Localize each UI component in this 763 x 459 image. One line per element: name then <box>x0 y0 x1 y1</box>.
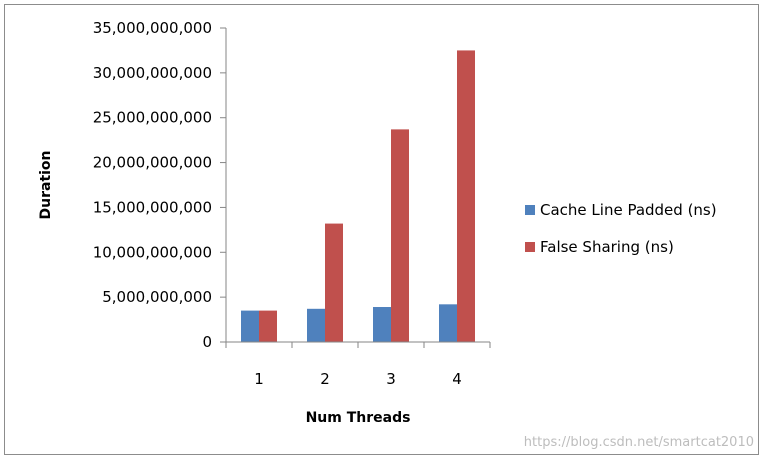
bar-cache-line-padded-2 <box>307 308 325 342</box>
y-tick-label: 20,000,000,000 <box>93 154 212 172</box>
y-axis-ticks: 0 5,000,000,000 10,000,000,000 15,000,000,0… <box>93 19 226 351</box>
x-tick-label: 1 <box>254 370 264 388</box>
y-tick-label: 30,000,000,000 <box>93 64 212 82</box>
legend-label: Cache Line Padded (ns) <box>540 201 717 219</box>
y-tick-label: 10,000,000,000 <box>93 243 212 261</box>
y-tick-label: 25,000,000,000 <box>93 109 212 127</box>
bar-cache-line-padded-3 <box>373 307 391 342</box>
bar-false-sharing-3 <box>391 129 409 342</box>
x-tick-label: 3 <box>386 370 396 388</box>
watermark-text: https://blog.csdn.net/smartcat2010 <box>524 435 754 450</box>
x-tick-label: 4 <box>452 370 462 388</box>
chart-frame <box>4 4 759 455</box>
y-axis-title: Duration <box>38 150 54 219</box>
bar-false-sharing-4 <box>457 50 475 343</box>
legend-swatch <box>525 205 535 215</box>
legend-swatch <box>525 242 535 252</box>
y-tick-label: 0 <box>202 333 212 351</box>
legend-label: False Sharing (ns) <box>540 238 674 256</box>
legend: Cache Line Padded (ns) False Sharing (ns) <box>525 201 717 256</box>
bar-cache-line-padded-1 <box>241 310 259 342</box>
x-axis-title: Num Threads <box>306 410 411 426</box>
bars <box>241 50 475 343</box>
y-tick-label: 35,000,000,000 <box>93 19 212 37</box>
x-tick-label: 2 <box>320 370 330 388</box>
y-tick-label: 15,000,000,000 <box>93 198 212 216</box>
bar-cache-line-padded-4 <box>439 304 457 342</box>
bar-false-sharing-1 <box>259 310 277 342</box>
bar-false-sharing-2 <box>325 223 343 342</box>
x-axis-ticks: 1 2 3 4 <box>225 342 491 388</box>
y-tick-label: 5,000,000,000 <box>102 288 212 306</box>
